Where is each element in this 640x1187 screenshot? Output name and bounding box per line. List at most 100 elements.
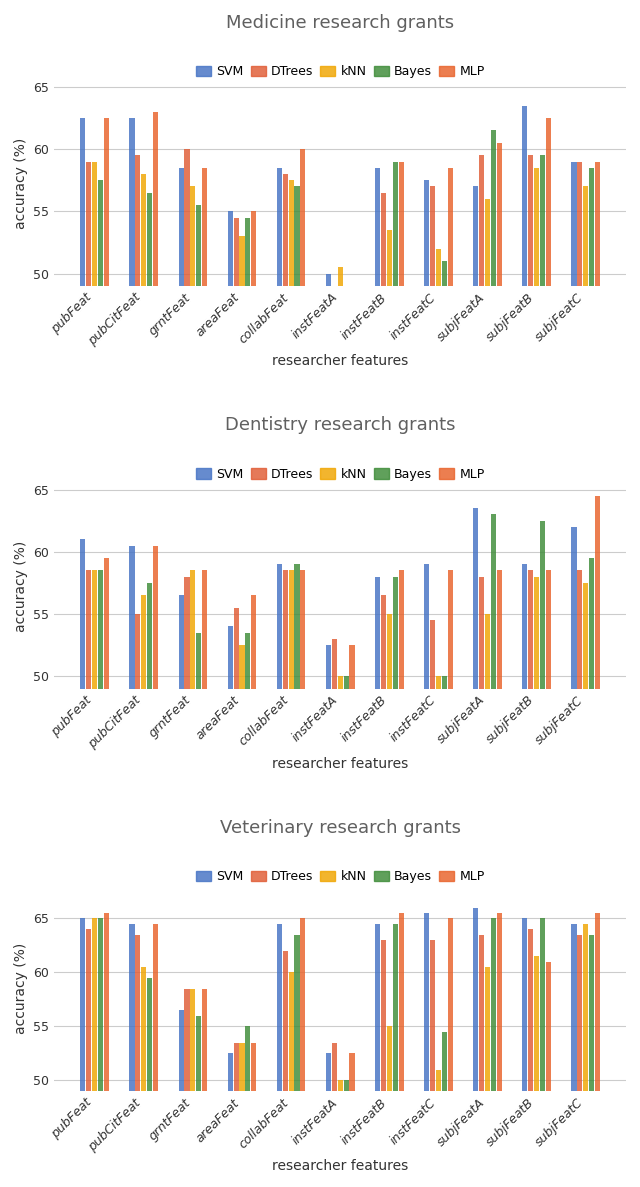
- Bar: [245, 1027, 250, 1091]
- Bar: [190, 186, 195, 286]
- Bar: [375, 167, 380, 286]
- Bar: [326, 273, 331, 286]
- Bar: [534, 577, 540, 688]
- Bar: [583, 923, 588, 1091]
- Bar: [129, 118, 134, 286]
- Bar: [572, 527, 577, 688]
- Bar: [375, 577, 380, 688]
- Bar: [479, 934, 484, 1091]
- Bar: [344, 1080, 349, 1091]
- Bar: [491, 919, 496, 1091]
- Bar: [276, 923, 282, 1091]
- Bar: [289, 180, 294, 286]
- Bar: [153, 923, 158, 1091]
- Bar: [332, 639, 337, 688]
- Bar: [534, 957, 540, 1091]
- Bar: [430, 186, 435, 286]
- Bar: [381, 940, 386, 1091]
- Bar: [80, 539, 86, 688]
- Bar: [546, 118, 551, 286]
- Bar: [528, 929, 533, 1091]
- Bar: [289, 571, 294, 688]
- Bar: [540, 521, 545, 688]
- Bar: [595, 161, 600, 286]
- Bar: [577, 934, 582, 1091]
- Bar: [300, 919, 305, 1091]
- Title: Dentistry research grants: Dentistry research grants: [225, 417, 456, 434]
- Bar: [381, 596, 386, 688]
- Bar: [392, 161, 398, 286]
- Bar: [447, 571, 453, 688]
- Bar: [98, 919, 103, 1091]
- Bar: [104, 558, 109, 688]
- Bar: [436, 1069, 441, 1091]
- Bar: [86, 161, 92, 286]
- Bar: [399, 913, 404, 1091]
- X-axis label: researcher features: researcher features: [272, 756, 408, 770]
- Bar: [326, 645, 331, 688]
- Bar: [153, 112, 158, 286]
- Bar: [442, 1032, 447, 1091]
- Bar: [332, 1042, 337, 1091]
- Bar: [349, 286, 355, 292]
- Bar: [179, 596, 184, 688]
- Bar: [522, 564, 527, 688]
- Bar: [86, 571, 92, 688]
- Bar: [80, 118, 86, 286]
- Bar: [436, 249, 441, 286]
- Bar: [577, 571, 582, 688]
- Bar: [583, 186, 588, 286]
- Bar: [129, 923, 134, 1091]
- Bar: [589, 167, 594, 286]
- Bar: [196, 633, 202, 688]
- Bar: [283, 174, 288, 286]
- Bar: [546, 961, 551, 1091]
- Bar: [424, 180, 429, 286]
- Bar: [179, 167, 184, 286]
- Bar: [442, 677, 447, 688]
- Bar: [276, 564, 282, 688]
- X-axis label: researcher features: researcher features: [272, 354, 408, 368]
- Bar: [572, 161, 577, 286]
- Y-axis label: accuracy (%): accuracy (%): [14, 138, 28, 229]
- Bar: [228, 211, 233, 286]
- Bar: [546, 571, 551, 688]
- Bar: [479, 155, 484, 286]
- Bar: [485, 614, 490, 688]
- Bar: [430, 620, 435, 688]
- Bar: [473, 508, 478, 688]
- Y-axis label: accuracy (%): accuracy (%): [14, 942, 28, 1034]
- Bar: [251, 211, 257, 286]
- Bar: [349, 1053, 355, 1091]
- Bar: [349, 645, 355, 688]
- Bar: [338, 677, 343, 688]
- Bar: [239, 645, 244, 688]
- Bar: [283, 951, 288, 1091]
- Bar: [338, 267, 343, 286]
- Bar: [344, 677, 349, 688]
- Bar: [251, 596, 257, 688]
- Bar: [98, 180, 103, 286]
- Bar: [399, 161, 404, 286]
- Bar: [234, 608, 239, 688]
- Y-axis label: accuracy (%): accuracy (%): [14, 540, 28, 631]
- Bar: [184, 989, 189, 1091]
- Bar: [147, 192, 152, 286]
- Bar: [135, 934, 141, 1091]
- Bar: [276, 167, 282, 286]
- Bar: [92, 571, 97, 688]
- Bar: [234, 217, 239, 286]
- Bar: [184, 150, 189, 286]
- Bar: [98, 571, 103, 688]
- Bar: [228, 1053, 233, 1091]
- Bar: [485, 967, 490, 1091]
- Bar: [491, 131, 496, 286]
- Bar: [289, 972, 294, 1091]
- Bar: [577, 161, 582, 286]
- Bar: [375, 923, 380, 1091]
- Bar: [583, 583, 588, 688]
- Bar: [589, 934, 594, 1091]
- Bar: [540, 155, 545, 286]
- Title: Medicine research grants: Medicine research grants: [226, 14, 454, 32]
- Bar: [479, 577, 484, 688]
